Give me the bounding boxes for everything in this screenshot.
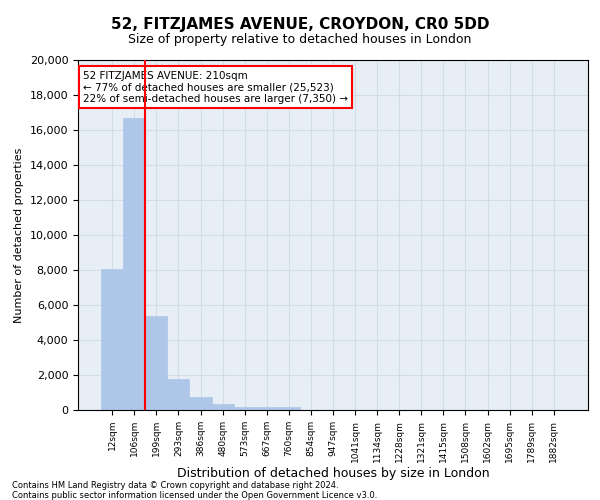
Bar xyxy=(212,404,233,410)
Bar xyxy=(145,316,167,410)
Text: Size of property relative to detached houses in London: Size of property relative to detached ho… xyxy=(128,32,472,46)
Bar xyxy=(233,406,256,410)
Bar xyxy=(123,118,145,410)
Bar xyxy=(167,378,190,410)
X-axis label: Distribution of detached houses by size in London: Distribution of detached houses by size … xyxy=(176,468,490,480)
Text: 52, FITZJAMES AVENUE, CROYDON, CR0 5DD: 52, FITZJAMES AVENUE, CROYDON, CR0 5DD xyxy=(111,18,489,32)
Bar xyxy=(101,269,123,410)
Text: 52 FITZJAMES AVENUE: 210sqm
← 77% of detached houses are smaller (25,523)
22% of: 52 FITZJAMES AVENUE: 210sqm ← 77% of det… xyxy=(83,70,348,104)
Y-axis label: Number of detached properties: Number of detached properties xyxy=(14,148,24,322)
Text: Contains public sector information licensed under the Open Government Licence v3: Contains public sector information licen… xyxy=(12,490,377,500)
Bar xyxy=(256,407,278,410)
Text: Contains HM Land Registry data © Crown copyright and database right 2024.: Contains HM Land Registry data © Crown c… xyxy=(12,480,338,490)
Bar xyxy=(190,397,212,410)
Bar xyxy=(278,407,300,410)
